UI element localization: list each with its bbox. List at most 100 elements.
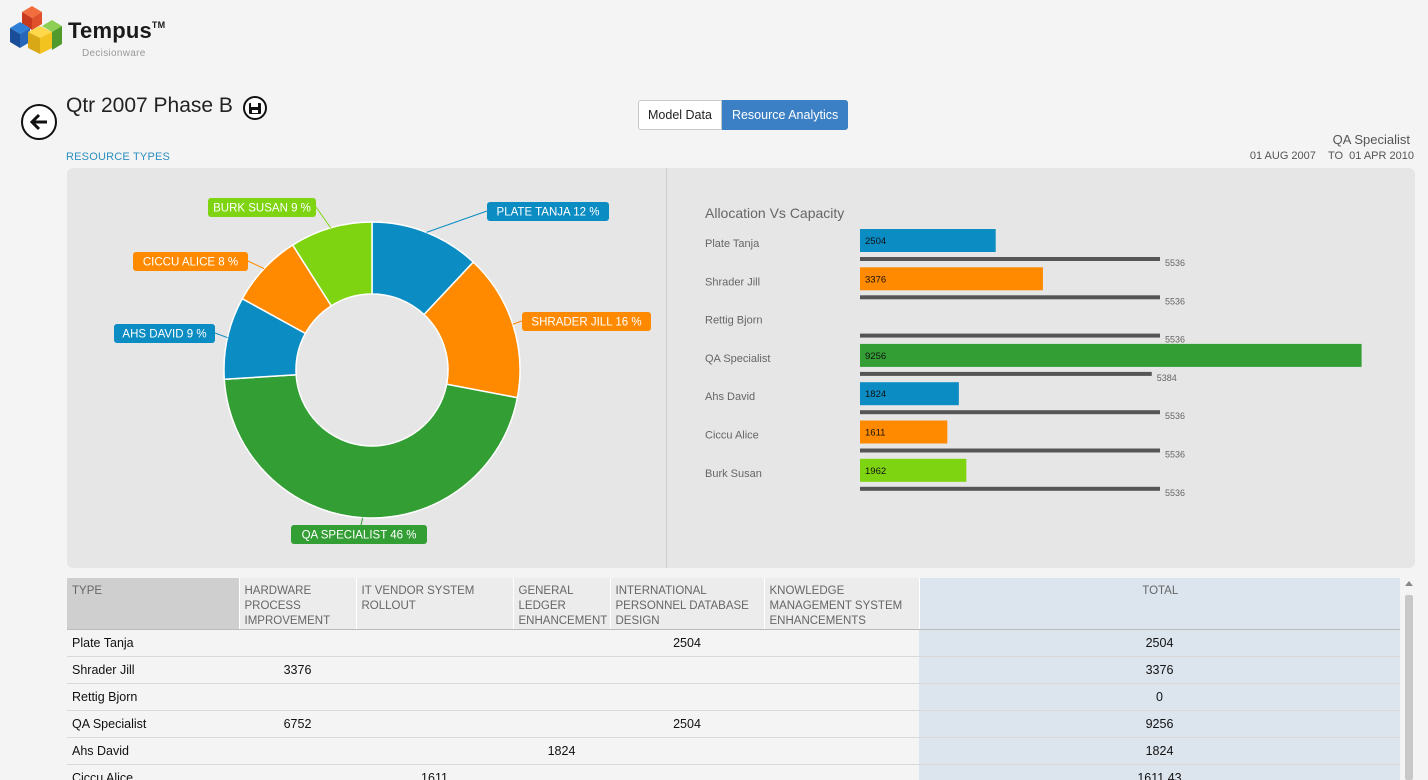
allocation-value-label: 1962 — [865, 466, 886, 477]
allocation-bar[interactable] — [860, 458, 967, 482]
capacity-bar[interactable] — [860, 257, 1160, 261]
slice-label: QA SPECIALIST 46 % — [302, 530, 417, 542]
slice-leader-line — [426, 210, 488, 233]
row-type-cell: Ciccu Alice — [67, 764, 239, 780]
panel-divider — [666, 168, 667, 568]
row-total-cell: 9256 — [919, 710, 1400, 738]
allocation-value-label: 9256 — [865, 351, 886, 362]
capacity-bar[interactable] — [860, 486, 1160, 491]
row-type-cell: Plate Tanja — [67, 629, 239, 657]
row-value-cell: 2504 — [610, 710, 764, 738]
row-value-cell — [356, 683, 513, 711]
back-arrow-icon — [29, 113, 47, 131]
donut-slice[interactable] — [291, 221, 373, 307]
slice-label: CICCU ALICE 8 % — [143, 257, 238, 269]
allocation-bar[interactable] — [860, 382, 959, 406]
tab-resource-analytics[interactable]: Resource Analytics — [721, 100, 849, 130]
save-button[interactable] — [243, 96, 267, 120]
capacity-bar[interactable] — [860, 410, 1160, 415]
row-value-cell — [239, 737, 356, 765]
column-header-type[interactable]: TYPE — [67, 578, 240, 630]
row-value-cell — [610, 656, 764, 684]
slice-label: SHRADER JILL 16 % — [531, 317, 641, 329]
scroll-up-arrow-icon[interactable] — [1405, 581, 1413, 586]
slice-label: AHS DAVID 9 % — [122, 329, 206, 341]
row-value-cell — [610, 683, 764, 711]
row-value-cell: 2504 — [610, 629, 764, 657]
resource-types-label: RESOURCE TYPES — [66, 151, 171, 163]
back-button[interactable] — [21, 104, 57, 140]
row-total-cell: 2504 — [919, 629, 1400, 657]
tab-model-data[interactable]: Model Data — [638, 100, 722, 130]
page-title: Qtr 2007 Phase B — [66, 94, 233, 117]
slice-leader-line — [315, 206, 332, 229]
row-value-cell — [513, 764, 610, 780]
column-header-general-ledger[interactable]: GENERAL LEDGER ENHANCEMENT — [513, 578, 611, 630]
row-total-cell: 3376 — [919, 656, 1400, 684]
slice-leader-line — [214, 332, 228, 339]
row-total-cell: 0 — [919, 683, 1400, 711]
table-row[interactable]: Ahs David 1824 1824 — [67, 737, 1400, 765]
table-scrollbar[interactable] — [1404, 581, 1414, 780]
bar-category-label: Rettig Bjorn — [705, 315, 762, 327]
slice-label-box — [291, 525, 427, 544]
capacity-value-label: 5536 — [1165, 296, 1185, 306]
view-tabs: Model Data Resource Analytics — [638, 100, 849, 130]
slice-label: PLATE TANJA 12 % — [497, 207, 600, 219]
allocation-capacity-chart: Plate Tanja 2504 5536 Shrader Jill 3376 5536 R… — [705, 229, 1362, 498]
table-row[interactable]: QA Specialist 6752 2504 9256 — [67, 710, 1400, 738]
allocation-bar[interactable] — [860, 420, 948, 444]
column-header-it-vendor[interactable]: IT VENDOR SYSTEM ROLLOUT — [356, 578, 514, 630]
allocation-bar[interactable] — [860, 343, 1362, 367]
slice-leader-line — [247, 260, 265, 270]
bar-category-label: Plate Tanja — [705, 238, 760, 250]
donut-slice[interactable] — [223, 373, 519, 519]
table-row[interactable]: Rettig Bjorn 0 — [67, 683, 1400, 711]
row-value-cell — [764, 737, 919, 765]
date-to: 01 APR 2010 — [1349, 150, 1414, 162]
capacity-bar[interactable] — [860, 333, 1160, 338]
allocation-value-label: 1824 — [865, 389, 886, 400]
row-value-cell: 6752 — [239, 710, 356, 738]
row-value-cell — [513, 656, 610, 684]
capacity-bar[interactable] — [860, 448, 1160, 453]
context-date-range: 01 AUG 2007 TO 01 APR 2010 — [1250, 150, 1414, 162]
table-row[interactable]: Shrader Jill 3376 3376 — [67, 656, 1400, 684]
row-value-cell — [764, 656, 919, 684]
row-type-cell: Rettig Bjorn — [67, 683, 239, 711]
row-value-cell — [764, 683, 919, 711]
row-total-cell: 1824 — [919, 737, 1400, 765]
allocation-bar[interactable] — [860, 267, 1043, 291]
row-value-cell: 3376 — [239, 656, 356, 684]
date-to-label: TO — [1327, 150, 1344, 162]
trademark: TM — [151, 20, 166, 30]
app-logo: TempusTM Decisionware — [6, 4, 166, 64]
bar-category-label: Burk Susan — [705, 468, 762, 480]
scroll-thumb[interactable] — [1405, 595, 1413, 780]
column-header-knowledge-management[interactable]: KNOWLEDGE MANAGEMENT SYSTEM ENHANCEMENTS — [764, 578, 920, 630]
row-value-cell — [764, 629, 919, 657]
capacity-bar[interactable] — [860, 295, 1160, 300]
table-row[interactable]: Plate Tanja 2504 2504 — [67, 629, 1400, 657]
table-row[interactable]: Ciccu Alice 1611 1611.43 — [67, 764, 1400, 780]
resource-donut-chart: PLATE TANJA 12 % SHRADER JILL 16 % QA SPEC… — [114, 198, 651, 544]
row-type-cell: Shrader Jill — [67, 656, 239, 684]
bar-category-label: QA Specialist — [705, 353, 770, 365]
column-header-total[interactable]: TOTAL — [919, 578, 1400, 630]
row-value-cell — [764, 710, 919, 738]
capacity-value-label: 5536 — [1165, 411, 1185, 421]
column-header-international-personnel[interactable]: INTERNATIONAL PERSONNEL DATABASE DESIGN — [610, 578, 765, 630]
slice-label-box — [522, 312, 651, 331]
row-value-cell — [513, 629, 610, 657]
row-type-cell: QA Specialist — [67, 710, 239, 738]
allocation-value-label: 3376 — [865, 274, 886, 285]
column-header-hardware-process[interactable]: HARDWARE PROCESS IMPROVEMENT — [239, 578, 357, 630]
capacity-value-label: 5536 — [1165, 335, 1185, 345]
context-role: QA Specialist — [1332, 132, 1410, 147]
app-subtitle: Decisionware — [82, 48, 146, 59]
allocation-bar[interactable] — [860, 229, 996, 252]
charts-panel: PLATE TANJA 12 % SHRADER JILL 16 % QA SPEC… — [67, 168, 1415, 568]
capacity-bar[interactable] — [860, 371, 1152, 376]
slice-label-box — [114, 324, 215, 343]
allocation-value-label: 2504 — [865, 236, 886, 247]
